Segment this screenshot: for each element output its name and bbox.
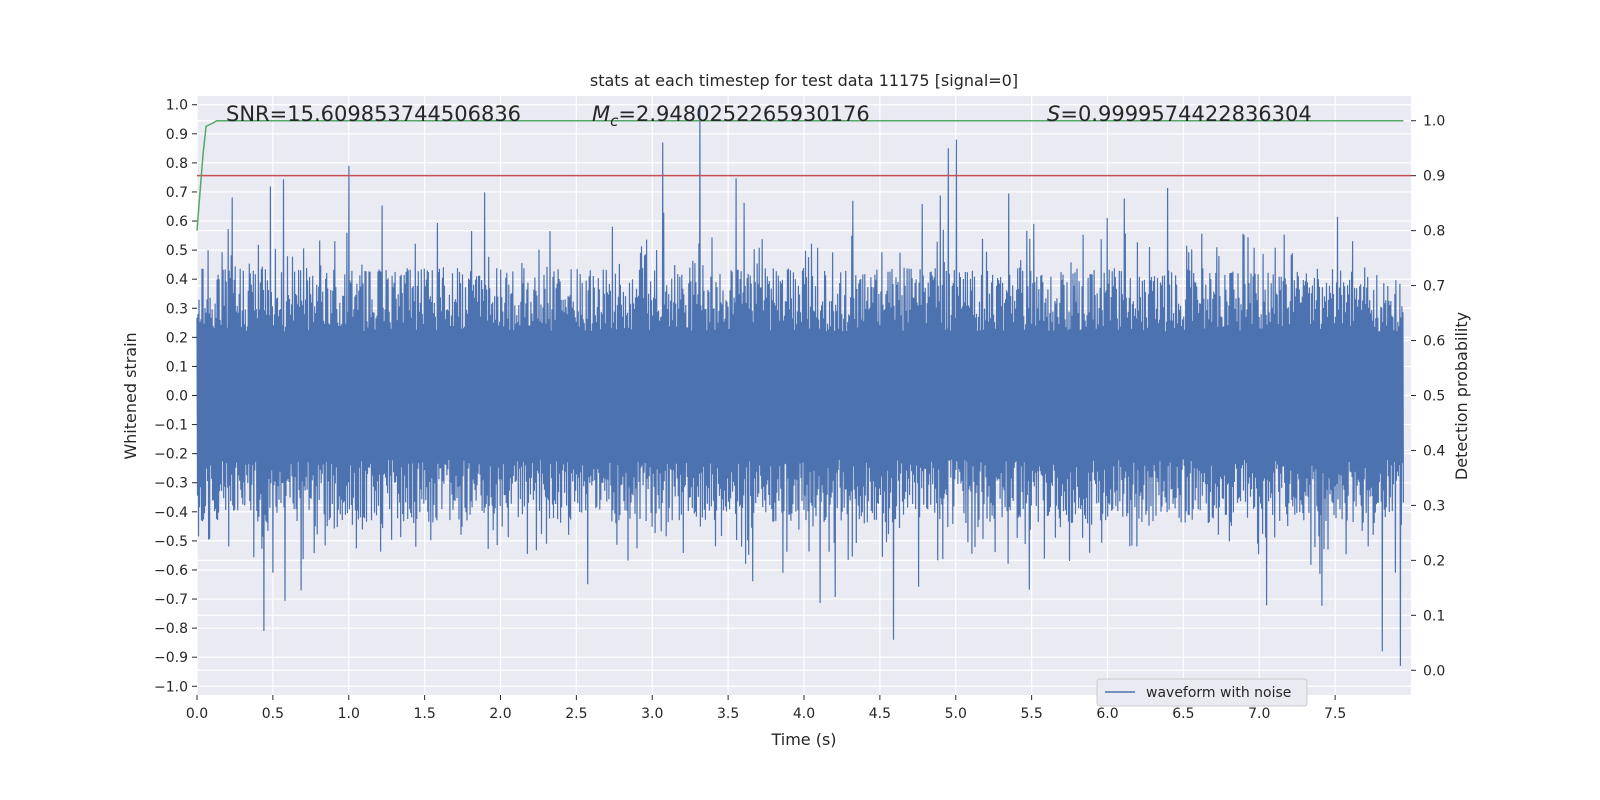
x-axis: 0.0 0.5 1.0 1.5 2.0 2.5 3.0 3.5 4.0 4.5 5.0 5.5 6.0 6… xyxy=(186,695,1346,722)
y2-tick-label: 0.8 xyxy=(1423,224,1445,240)
x-tick-label: 6.0 xyxy=(1096,706,1118,722)
y-tick-label: −0.7 xyxy=(154,592,188,608)
waveform-line xyxy=(196,104,1404,666)
y-tick-label: 0.1 xyxy=(166,359,188,375)
y2-tick-label: 1.0 xyxy=(1423,114,1445,130)
y-tick-label: −0.5 xyxy=(154,534,188,550)
y-tick-label: 0.4 xyxy=(166,272,188,288)
x-tick-label: 2.5 xyxy=(565,706,587,722)
legend: waveform with noise xyxy=(1096,678,1308,707)
y-tick-label: 0.2 xyxy=(166,330,188,346)
y-tick-label: 0.6 xyxy=(166,214,188,230)
y2-tick-label: 0.4 xyxy=(1423,443,1445,459)
x-tick-label: 0.0 xyxy=(186,706,208,722)
y-axis-label: Whitened strain xyxy=(121,332,140,459)
snr-annotation: SNR=15.609853744506836 xyxy=(226,102,521,126)
x-tick-label: 5.5 xyxy=(1020,706,1042,722)
y2-tick-label: 0.6 xyxy=(1423,334,1445,350)
x-tick-label: 3.5 xyxy=(717,706,739,722)
x-tick-label: 2.0 xyxy=(489,706,511,722)
x-tick-label: 1.0 xyxy=(338,706,360,722)
x-tick-label: 7.0 xyxy=(1248,706,1270,722)
y2-tick-label: 0.0 xyxy=(1423,663,1445,679)
left-axis: 1.0 0.9 0.8 0.7 0.6 0.5 0.4 0.3 0.2 0.1 0.0 −0.1 −0.… xyxy=(154,98,197,695)
mc-symbol: M xyxy=(592,102,610,126)
y-tick-label: 0.9 xyxy=(166,127,188,143)
probability-line xyxy=(196,119,1404,231)
waveform-series xyxy=(196,104,1404,666)
y-tick-label: −1.0 xyxy=(154,679,188,695)
y-tick-label: −0.8 xyxy=(154,621,188,637)
x-tick-label: 3.0 xyxy=(641,706,663,722)
y-tick-label: −0.9 xyxy=(154,650,188,666)
probability-series xyxy=(196,119,1411,231)
x-tick-label: 4.5 xyxy=(869,706,891,722)
y-tick-label: 0.7 xyxy=(166,185,188,201)
y-tick-label: −0.2 xyxy=(154,447,188,463)
y2-axis-label: Detection probability xyxy=(1452,312,1471,480)
x-tick-label: 4.0 xyxy=(793,706,815,722)
y-tick-label: −0.4 xyxy=(154,505,188,521)
mc-annotation: Mc=2.9480252265930176 xyxy=(592,102,870,130)
y-tick-label: 0.5 xyxy=(166,243,188,259)
y2-tick-label: 0.3 xyxy=(1423,498,1445,514)
mc-subscript: c xyxy=(610,112,619,130)
s-annotation: S=0.9999574422836304 xyxy=(1047,102,1312,126)
y2-tick-label: 0.1 xyxy=(1423,608,1445,624)
x-tick-label: 7.5 xyxy=(1324,706,1346,722)
x-tick-label: 5.0 xyxy=(945,706,967,722)
y2-tick-label: 0.5 xyxy=(1423,389,1445,405)
y-tick-label: 0.3 xyxy=(166,301,188,317)
x-tick-label: 1.5 xyxy=(413,706,435,722)
chart-title: stats at each timestep for test data 111… xyxy=(590,71,1018,90)
s-symbol: S xyxy=(1047,102,1060,126)
y2-tick-label: 0.9 xyxy=(1423,169,1445,185)
legend-box xyxy=(1096,678,1308,707)
y-tick-label: −0.1 xyxy=(154,418,188,434)
x-tick-label: 0.5 xyxy=(262,706,284,722)
y-tick-label: 0.0 xyxy=(166,389,188,405)
y-tick-label: −0.6 xyxy=(154,563,188,579)
x-tick-label: 6.5 xyxy=(1172,706,1194,722)
legend-label: waveform with noise xyxy=(1146,685,1291,701)
x-axis-label: Time (s) xyxy=(770,730,836,749)
mc-value: =2.9480252265930176 xyxy=(618,102,869,126)
s-value: =0.9999574422836304 xyxy=(1060,102,1311,126)
y2-tick-label: 0.7 xyxy=(1423,279,1445,295)
y-tick-label: 1.0 xyxy=(166,98,188,114)
y-tick-label: 0.8 xyxy=(166,156,188,172)
right-axis: 1.0 0.9 0.8 0.7 0.6 0.5 0.4 0.3 0.2 0.1 0.0 xyxy=(1411,114,1445,679)
y-tick-label: −0.3 xyxy=(154,476,188,492)
y2-tick-label: 0.2 xyxy=(1423,553,1445,569)
